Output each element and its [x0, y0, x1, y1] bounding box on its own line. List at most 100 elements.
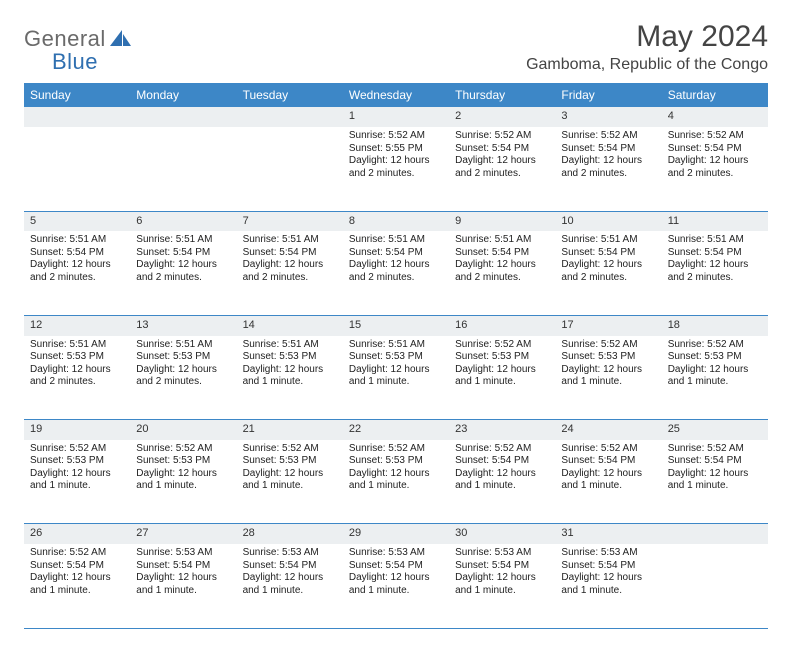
daylight-text: Daylight: 12 hours and 1 minute.	[561, 468, 655, 493]
day-details: Sunrise: 5:53 AMSunset: 5:54 PMDaylight:…	[555, 544, 661, 603]
day-number-cell: 13	[130, 315, 236, 335]
daylight-text: Daylight: 12 hours and 2 minutes.	[668, 155, 762, 180]
day-number-cell: 7	[237, 211, 343, 231]
day-details: Sunrise: 5:51 AMSunset: 5:53 PMDaylight:…	[24, 336, 130, 395]
brand-logo: General Blue	[24, 20, 132, 75]
sunrise-text: Sunrise: 5:52 AM	[136, 443, 230, 456]
calendar-body: 1234Sunrise: 5:52 AMSunset: 5:55 PMDayli…	[24, 107, 768, 628]
sunset-text: Sunset: 5:53 PM	[243, 351, 337, 364]
day-body-row: Sunrise: 5:52 AMSunset: 5:53 PMDaylight:…	[24, 440, 768, 524]
day-body-cell: Sunrise: 5:51 AMSunset: 5:54 PMDaylight:…	[555, 231, 661, 315]
sunset-text: Sunset: 5:54 PM	[455, 247, 549, 260]
day-body-cell: Sunrise: 5:52 AMSunset: 5:53 PMDaylight:…	[555, 336, 661, 420]
day-body-cell: Sunrise: 5:52 AMSunset: 5:53 PMDaylight:…	[24, 440, 130, 524]
day-number-cell: 26	[24, 524, 130, 544]
sunrise-text: Sunrise: 5:52 AM	[668, 339, 762, 352]
sunrise-text: Sunrise: 5:52 AM	[455, 130, 549, 143]
day-number-cell	[237, 107, 343, 127]
day-number-row: 262728293031	[24, 524, 768, 544]
day-number-cell: 12	[24, 315, 130, 335]
daylight-text: Daylight: 12 hours and 2 minutes.	[349, 155, 443, 180]
day-details: Sunrise: 5:53 AMSunset: 5:54 PMDaylight:…	[343, 544, 449, 603]
sunset-text: Sunset: 5:54 PM	[136, 247, 230, 260]
day-body-cell: Sunrise: 5:51 AMSunset: 5:54 PMDaylight:…	[662, 231, 768, 315]
day-number-cell: 14	[237, 315, 343, 335]
daylight-text: Daylight: 12 hours and 1 minute.	[561, 572, 655, 597]
sunrise-text: Sunrise: 5:53 AM	[136, 547, 230, 560]
day-number-cell: 1	[343, 107, 449, 127]
day-body-cell: Sunrise: 5:52 AMSunset: 5:54 PMDaylight:…	[449, 127, 555, 211]
day-body-cell: Sunrise: 5:51 AMSunset: 5:54 PMDaylight:…	[24, 231, 130, 315]
day-body-cell: Sunrise: 5:53 AMSunset: 5:54 PMDaylight:…	[343, 544, 449, 628]
daylight-text: Daylight: 12 hours and 1 minute.	[561, 364, 655, 389]
day-number-row: 19202122232425	[24, 420, 768, 440]
day-details: Sunrise: 5:51 AMSunset: 5:54 PMDaylight:…	[449, 231, 555, 290]
daylight-text: Daylight: 12 hours and 1 minute.	[243, 364, 337, 389]
day-number-cell: 8	[343, 211, 449, 231]
daylight-text: Daylight: 12 hours and 1 minute.	[136, 572, 230, 597]
sunset-text: Sunset: 5:53 PM	[455, 351, 549, 364]
day-number-cell: 21	[237, 420, 343, 440]
sunset-text: Sunset: 5:53 PM	[136, 351, 230, 364]
sunrise-text: Sunrise: 5:53 AM	[455, 547, 549, 560]
sunset-text: Sunset: 5:54 PM	[30, 247, 124, 260]
day-body-cell: Sunrise: 5:51 AMSunset: 5:53 PMDaylight:…	[237, 336, 343, 420]
day-number-cell: 5	[24, 211, 130, 231]
day-number-cell: 23	[449, 420, 555, 440]
sunset-text: Sunset: 5:54 PM	[561, 455, 655, 468]
day-body-cell: Sunrise: 5:52 AMSunset: 5:54 PMDaylight:…	[662, 440, 768, 524]
day-number-cell: 16	[449, 315, 555, 335]
daylight-text: Daylight: 12 hours and 1 minute.	[668, 364, 762, 389]
sunrise-text: Sunrise: 5:52 AM	[455, 443, 549, 456]
day-number-cell: 6	[130, 211, 236, 231]
day-number-cell: 2	[449, 107, 555, 127]
day-number-cell: 25	[662, 420, 768, 440]
sunset-text: Sunset: 5:53 PM	[30, 455, 124, 468]
day-details: Sunrise: 5:51 AMSunset: 5:54 PMDaylight:…	[237, 231, 343, 290]
day-number-cell: 10	[555, 211, 661, 231]
day-number-cell: 18	[662, 315, 768, 335]
day-details: Sunrise: 5:52 AMSunset: 5:54 PMDaylight:…	[662, 127, 768, 186]
sunrise-text: Sunrise: 5:52 AM	[349, 443, 443, 456]
sunset-text: Sunset: 5:54 PM	[561, 560, 655, 573]
day-body-cell: Sunrise: 5:52 AMSunset: 5:53 PMDaylight:…	[343, 440, 449, 524]
day-body-cell: Sunrise: 5:53 AMSunset: 5:54 PMDaylight:…	[130, 544, 236, 628]
day-details: Sunrise: 5:51 AMSunset: 5:53 PMDaylight:…	[343, 336, 449, 395]
day-body-cell: Sunrise: 5:52 AMSunset: 5:53 PMDaylight:…	[662, 336, 768, 420]
day-details: Sunrise: 5:51 AMSunset: 5:54 PMDaylight:…	[662, 231, 768, 290]
day-details: Sunrise: 5:51 AMSunset: 5:54 PMDaylight:…	[555, 231, 661, 290]
daylight-text: Daylight: 12 hours and 1 minute.	[243, 468, 337, 493]
daylight-text: Daylight: 12 hours and 1 minute.	[455, 364, 549, 389]
day-number-cell: 30	[449, 524, 555, 544]
daylight-text: Daylight: 12 hours and 1 minute.	[349, 572, 443, 597]
sunset-text: Sunset: 5:54 PM	[668, 247, 762, 260]
day-body-cell: Sunrise: 5:52 AMSunset: 5:55 PMDaylight:…	[343, 127, 449, 211]
day-details: Sunrise: 5:51 AMSunset: 5:54 PMDaylight:…	[343, 231, 449, 290]
sunset-text: Sunset: 5:54 PM	[243, 247, 337, 260]
daylight-text: Daylight: 12 hours and 2 minutes.	[243, 259, 337, 284]
daylight-text: Daylight: 12 hours and 2 minutes.	[349, 259, 443, 284]
day-details: Sunrise: 5:51 AMSunset: 5:54 PMDaylight:…	[24, 231, 130, 290]
day-details: Sunrise: 5:52 AMSunset: 5:54 PMDaylight:…	[555, 127, 661, 186]
daylight-text: Daylight: 12 hours and 2 minutes.	[30, 259, 124, 284]
day-body-cell: Sunrise: 5:52 AMSunset: 5:54 PMDaylight:…	[555, 127, 661, 211]
sunrise-text: Sunrise: 5:52 AM	[561, 443, 655, 456]
day-details: Sunrise: 5:52 AMSunset: 5:53 PMDaylight:…	[24, 440, 130, 499]
day-details: Sunrise: 5:53 AMSunset: 5:54 PMDaylight:…	[449, 544, 555, 603]
day-details: Sunrise: 5:52 AMSunset: 5:53 PMDaylight:…	[662, 336, 768, 395]
title-block: May 2024 Gamboma, Republic of the Congo	[526, 20, 768, 74]
day-body-cell: Sunrise: 5:52 AMSunset: 5:53 PMDaylight:…	[130, 440, 236, 524]
day-details: Sunrise: 5:51 AMSunset: 5:54 PMDaylight:…	[130, 231, 236, 290]
day-number-cell: 17	[555, 315, 661, 335]
sunset-text: Sunset: 5:54 PM	[455, 455, 549, 468]
day-details: Sunrise: 5:52 AMSunset: 5:54 PMDaylight:…	[449, 440, 555, 499]
day-number-cell: 9	[449, 211, 555, 231]
day-details: Sunrise: 5:52 AMSunset: 5:55 PMDaylight:…	[343, 127, 449, 186]
sunset-text: Sunset: 5:53 PM	[30, 351, 124, 364]
logo-sail-icon	[110, 30, 132, 53]
day-number-cell	[662, 524, 768, 544]
day-body-cell: Sunrise: 5:53 AMSunset: 5:54 PMDaylight:…	[237, 544, 343, 628]
day-body-row: Sunrise: 5:51 AMSunset: 5:53 PMDaylight:…	[24, 336, 768, 420]
sunrise-text: Sunrise: 5:52 AM	[30, 443, 124, 456]
daylight-text: Daylight: 12 hours and 2 minutes.	[561, 259, 655, 284]
